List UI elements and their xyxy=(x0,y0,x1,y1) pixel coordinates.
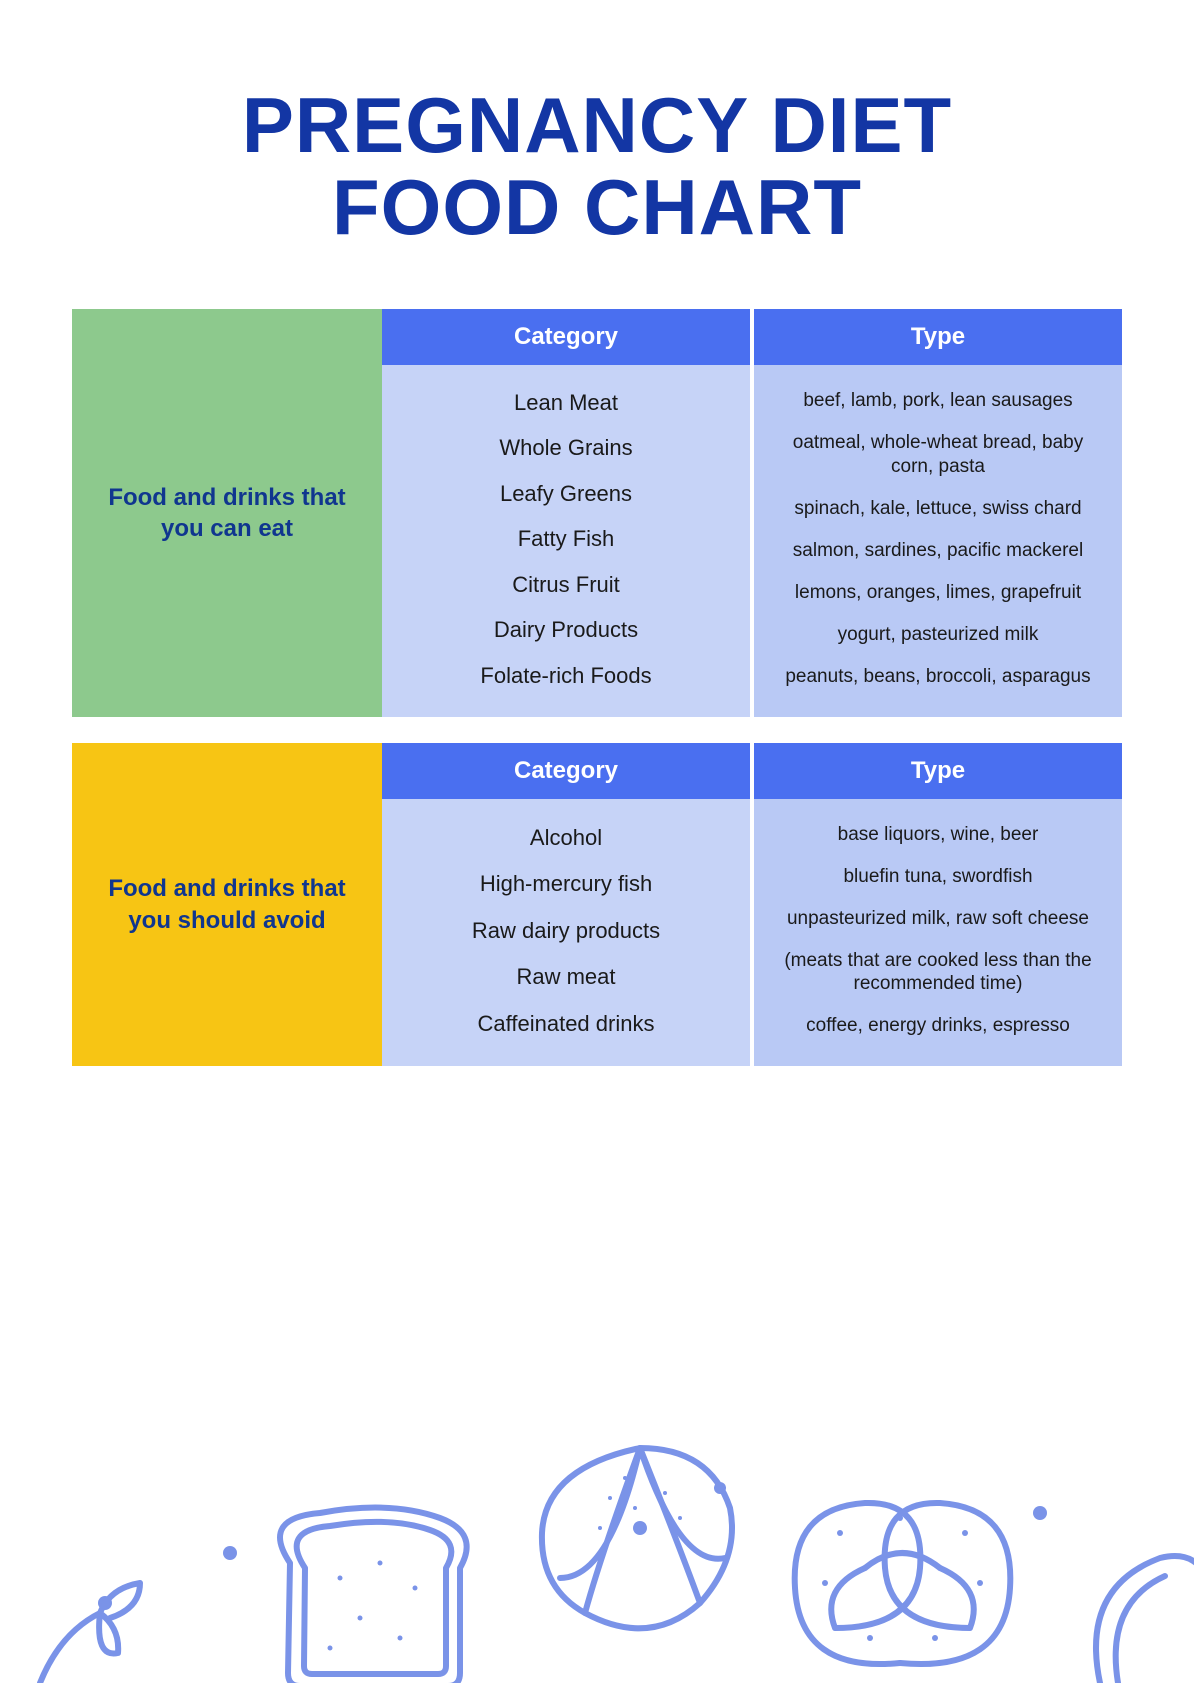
type-cell: (meats that are cooked less than the rec… xyxy=(772,949,1104,997)
category-cell: Raw dairy products xyxy=(400,917,732,945)
category-cell: Leafy Greens xyxy=(400,480,732,508)
category-cell: Dairy Products xyxy=(400,616,732,644)
section-0: Food and drinks that you can eatCategory… xyxy=(72,309,1122,718)
section-label: Food and drinks that you can eat xyxy=(72,309,382,718)
type-cell: spinach, kale, lettuce, swiss chard xyxy=(772,497,1104,521)
column-header-row: CategoryType xyxy=(382,743,1122,799)
column-header-category: Category xyxy=(382,743,750,799)
sections-container: Food and drinks that you can eatCategory… xyxy=(0,309,1194,1066)
type-cell: salmon, sardines, pacific mackerel xyxy=(772,539,1104,563)
category-cell: High-mercury fish xyxy=(400,870,732,898)
category-cell: Alcohol xyxy=(400,824,732,852)
category-cell: Folate-rich Foods xyxy=(400,662,732,690)
category-cell: Raw meat xyxy=(400,963,732,991)
data-body: Lean Meat Whole Grains Leafy Greens Fatty F… xyxy=(382,365,1122,718)
type-cell: beef, lamb, pork, lean sausages xyxy=(772,389,1104,413)
type-cell: bluefin tuna, swordfish xyxy=(772,865,1104,889)
column-header-type: Type xyxy=(754,743,1122,799)
type-cell: base liquors, wine, beer xyxy=(772,823,1104,847)
footer-food-illustration xyxy=(0,1403,1194,1683)
type-cell: yogurt, pasteurized milk xyxy=(772,623,1104,647)
section-content: CategoryType Lean Meat Whole Grains Leafy G… xyxy=(382,309,1122,718)
type-column: base liquors, wine, beer bluefin tuna, sw… xyxy=(754,799,1122,1066)
category-column: Lean Meat Whole Grains Leafy Greens Fatty F… xyxy=(382,365,750,718)
type-cell: coffee, energy drinks, espresso xyxy=(772,1014,1104,1038)
column-header-type: Type xyxy=(754,309,1122,365)
column-header-category: Category xyxy=(382,309,750,365)
category-cell: Fatty Fish xyxy=(400,525,732,553)
category-cell: Whole Grains xyxy=(400,434,732,462)
column-header-row: CategoryType xyxy=(382,309,1122,365)
page-title: PREGNANCY DIETFOOD CHART xyxy=(0,0,1194,249)
section-content: CategoryType Alcohol High-mercury fish Raw … xyxy=(382,743,1122,1066)
type-cell: unpasteurized milk, raw soft cheese xyxy=(772,907,1104,931)
type-column: beef, lamb, pork, lean sausages oatmeal, … xyxy=(754,365,1122,718)
category-column: Alcohol High-mercury fish Raw dairy produc… xyxy=(382,799,750,1066)
category-cell: Caffeinated drinks xyxy=(400,1010,732,1038)
category-cell: Citrus Fruit xyxy=(400,571,732,599)
section-1: Food and drinks that you should avoidCat… xyxy=(72,743,1122,1066)
type-cell: oatmeal, whole-wheat bread, baby corn, p… xyxy=(772,431,1104,479)
category-cell: Lean Meat xyxy=(400,389,732,417)
type-cell: peanuts, beans, broccoli, asparagus xyxy=(772,665,1104,689)
data-body: Alcohol High-mercury fish Raw dairy produc… xyxy=(382,799,1122,1066)
section-label: Food and drinks that you should avoid xyxy=(72,743,382,1066)
type-cell: lemons, oranges, limes, grapefruit xyxy=(772,581,1104,605)
